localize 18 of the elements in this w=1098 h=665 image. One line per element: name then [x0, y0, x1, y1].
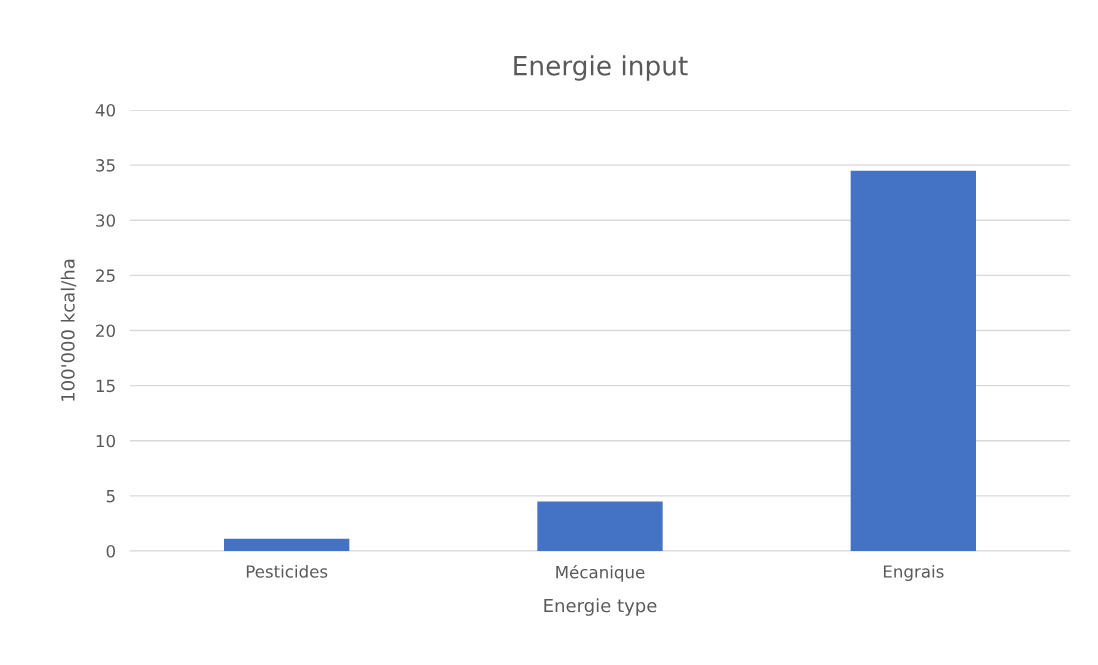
bar — [850, 170, 976, 551]
y-tick-label: 15 — [96, 379, 115, 393]
bar — [537, 501, 663, 551]
y-tick-label: 10 — [96, 434, 115, 448]
x-tick-label: Mécanique — [556, 564, 645, 582]
y-tick-label: 20 — [96, 324, 115, 338]
y-tick-label: 40 — [95, 103, 115, 117]
x-tick-label: Pesticides — [246, 564, 328, 578]
y-tick-label: 30 — [96, 214, 115, 227]
x-tick-label: Engrais — [883, 564, 944, 582]
y-tick-label: 0 — [106, 544, 115, 558]
bar — [224, 538, 350, 551]
y-tick-label: 35 — [96, 159, 115, 172]
y-tick-label: 25 — [96, 269, 115, 282]
y-axis-title: 100'000 kcal/ha — [60, 259, 77, 401]
x-axis-title: Energie type — [544, 598, 657, 616]
y-tick-label: 5 — [106, 490, 115, 503]
chart-title: Energie input — [514, 55, 688, 81]
